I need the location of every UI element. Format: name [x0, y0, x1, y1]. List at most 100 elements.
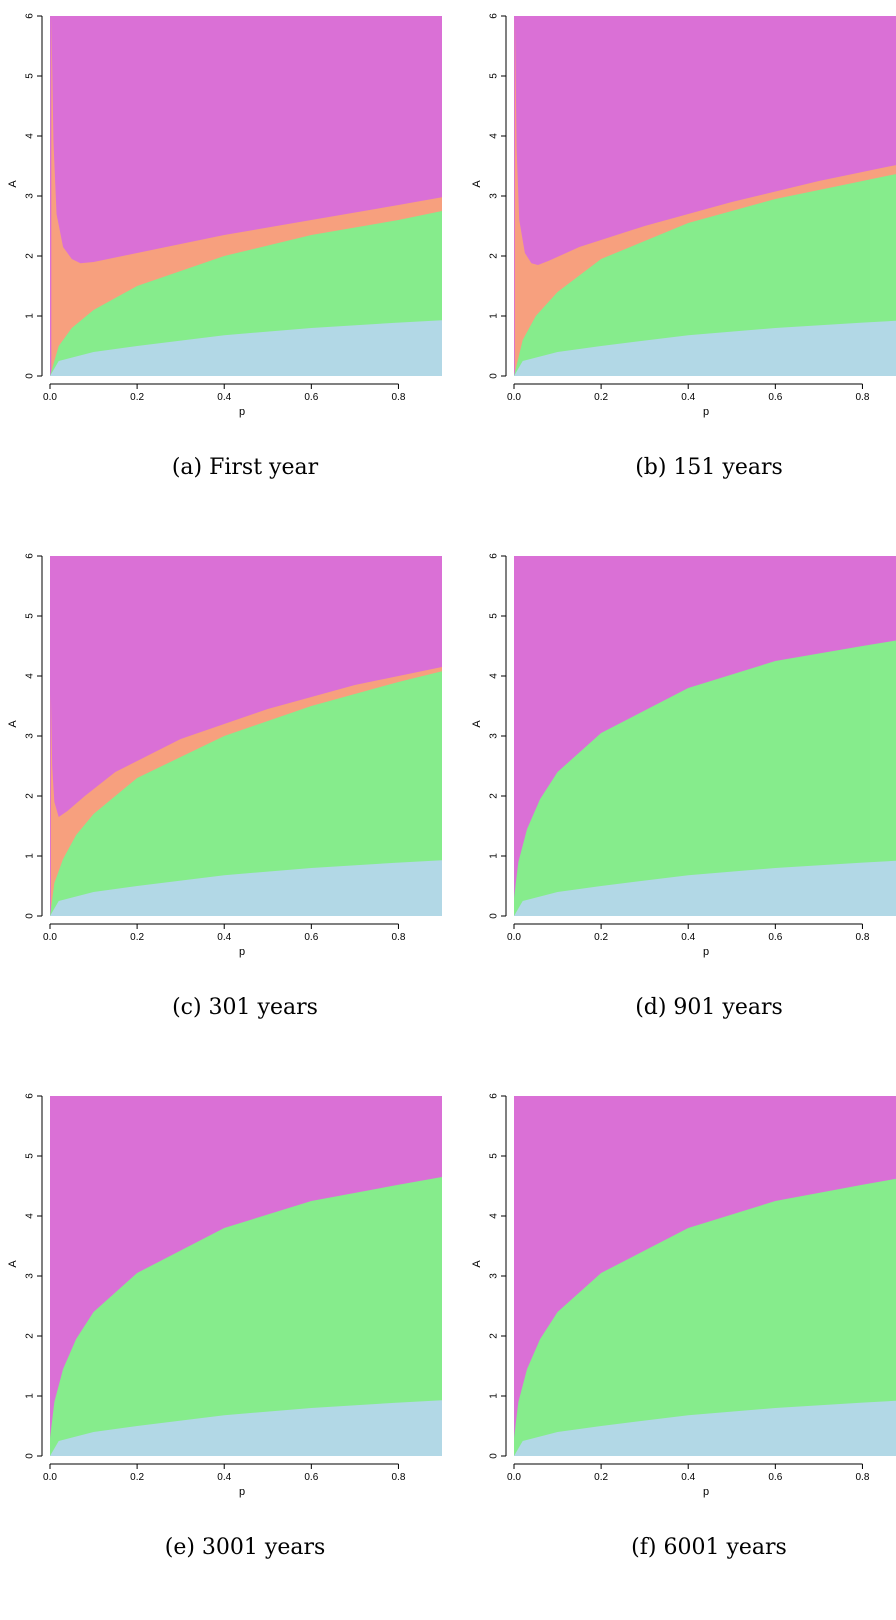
- plot-regions: [50, 556, 442, 916]
- y-tick-label: 3: [489, 1273, 500, 1279]
- x-axis-label: p: [703, 1486, 709, 1498]
- plot-regions: [514, 1096, 896, 1456]
- y-axis-label: A: [471, 1260, 483, 1268]
- y-tick-label: 5: [489, 73, 500, 79]
- x-tick-label: 0.6: [768, 1472, 782, 1483]
- caption-e: (e) 3001 years: [164, 1535, 326, 1560]
- region-lightblue: [514, 320, 896, 376]
- caption-f: (f) 6001 years: [631, 1535, 787, 1560]
- caption-b: (b) 151 years: [635, 455, 783, 480]
- plot-regions: [514, 556, 896, 916]
- plot-e: 0.0 0.2 0.4 0.6 0.8 0 1 2 3 4 5 6 p A: [7, 1093, 442, 1498]
- x-tick-label: 0.4: [217, 1472, 231, 1483]
- y-tick-label: 1: [25, 1393, 36, 1399]
- y-tick-label: 5: [25, 1153, 36, 1159]
- y-tick-label: 4: [489, 133, 500, 139]
- y-tick-label: 0: [489, 913, 500, 919]
- y-tick-label: 0: [25, 373, 36, 379]
- region-lightblue: [514, 860, 896, 916]
- region-green: [50, 671, 442, 916]
- x-tick-label: 0.6: [304, 392, 318, 403]
- y-tick-label: 3: [489, 733, 500, 739]
- panel-f: 0.0 0.2 0.4 0.6 0.8 0 1 2 3 4 5 6 p A (f) 6001 years: [464, 1080, 896, 1620]
- y-tick-label: 2: [489, 1333, 500, 1339]
- y-tick-label: 2: [25, 253, 36, 259]
- y-tick-label: 3: [25, 733, 36, 739]
- y-tick-label: 2: [489, 793, 500, 799]
- x-tick-label: 0.8: [855, 392, 869, 403]
- x-tick-label: 0.4: [681, 932, 695, 943]
- y-tick-label: 5: [489, 1153, 500, 1159]
- x-tick-label: 0.8: [391, 932, 405, 943]
- y-tick-label: 3: [25, 193, 36, 199]
- y-tick-label: 6: [25, 13, 36, 19]
- plot-c: 0.0 0.2 0.4 0.6 0.8 0 1 2 3 4 5 6 p A: [7, 553, 442, 958]
- y-tick-label: 4: [25, 1213, 36, 1219]
- caption-c: (c) 301 years: [172, 995, 318, 1020]
- y-tick-label: 0: [489, 1453, 500, 1459]
- y-tick-label: 4: [25, 133, 36, 139]
- panel-a: 0.0 0.2 0.4 0.6 0.8 0 1 2 3 4 5 6 p A (a) First year: [0, 0, 448, 540]
- y-tick-label: 3: [25, 1273, 36, 1279]
- y-tick-label: 2: [25, 793, 36, 799]
- figure-grid: 0.0 0.2 0.4 0.6 0.8 0 1 2 3 4 5 6 p A (a) First year …: [0, 0, 896, 1560]
- x-axis-label: p: [239, 1486, 245, 1498]
- x-tick-label: 0.8: [855, 932, 869, 943]
- panel-c: 0.0 0.2 0.4 0.6 0.8 0 1 2 3 4 5 6 p A (c) 301 years: [0, 540, 448, 1080]
- y-tick-label: 0: [489, 373, 500, 379]
- plot-regions: [50, 1096, 442, 1456]
- y-tick-label: 1: [489, 313, 500, 319]
- y-tick-label: 6: [489, 1093, 500, 1099]
- plot-a: 0.0 0.2 0.4 0.6 0.8 0 1 2 3 4 5 6 p A: [7, 13, 442, 418]
- y-tick-label: 1: [489, 853, 500, 859]
- x-tick-label: 0.2: [130, 392, 144, 403]
- caption-d: (d) 901 years: [635, 995, 783, 1020]
- y-tick-label: 1: [25, 853, 36, 859]
- y-axis-label: A: [7, 720, 19, 728]
- x-tick-label: 0.6: [304, 1472, 318, 1483]
- x-tick-label: 0.2: [130, 1472, 144, 1483]
- x-tick-label: 0.8: [855, 1472, 869, 1483]
- region-green: [50, 1177, 442, 1456]
- region-green: [514, 174, 896, 376]
- x-tick-label: 0.0: [507, 1472, 521, 1483]
- x-tick-label: 0.4: [217, 392, 231, 403]
- region-lightblue: [514, 1400, 896, 1456]
- y-tick-label: 6: [25, 553, 36, 559]
- x-axis-label: p: [239, 406, 245, 418]
- plot-d: 0.0 0.2 0.4 0.6 0.8 0 1 2 3 4 5 6 p A: [471, 553, 896, 958]
- y-tick-label: 5: [489, 613, 500, 619]
- y-tick-label: 0: [25, 913, 36, 919]
- x-tick-label: 0.0: [507, 392, 521, 403]
- panel-e: 0.0 0.2 0.4 0.6 0.8 0 1 2 3 4 5 6 p A (e) 3001 years: [0, 1080, 448, 1620]
- y-tick-label: 2: [25, 1333, 36, 1339]
- x-tick-label: 0.6: [768, 392, 782, 403]
- plot-b: 0.0 0.2 0.4 0.6 0.8 0 1 2 3 4 5 6 p A: [471, 13, 896, 418]
- x-axis-label: p: [239, 946, 245, 958]
- y-tick-label: 3: [489, 193, 500, 199]
- x-tick-label: 0.4: [681, 392, 695, 403]
- caption-a: (a) First year: [171, 455, 319, 480]
- y-tick-label: 6: [489, 553, 500, 559]
- x-tick-label: 0.2: [130, 932, 144, 943]
- x-axis-label: p: [703, 406, 709, 418]
- y-tick-label: 6: [489, 13, 500, 19]
- y-axis-label: A: [471, 720, 483, 728]
- x-tick-label: 0.0: [43, 392, 57, 403]
- y-axis-label: A: [7, 1260, 19, 1268]
- y-tick-label: 5: [25, 73, 36, 79]
- y-tick-label: 0: [25, 1453, 36, 1459]
- x-tick-label: 0.8: [391, 392, 405, 403]
- x-tick-label: 0.0: [43, 932, 57, 943]
- plot-regions: [50, 16, 442, 376]
- x-tick-label: 0.6: [304, 932, 318, 943]
- x-tick-label: 0.2: [594, 932, 608, 943]
- region-lightblue: [50, 1400, 442, 1456]
- x-tick-label: 0.4: [681, 1472, 695, 1483]
- y-tick-label: 6: [25, 1093, 36, 1099]
- x-tick-label: 0.2: [594, 1472, 608, 1483]
- panel-d: 0.0 0.2 0.4 0.6 0.8 0 1 2 3 4 5 6 p A (d) 901 years: [464, 540, 896, 1080]
- y-tick-label: 1: [489, 1393, 500, 1399]
- y-tick-label: 4: [489, 1213, 500, 1219]
- y-tick-label: 4: [25, 673, 36, 679]
